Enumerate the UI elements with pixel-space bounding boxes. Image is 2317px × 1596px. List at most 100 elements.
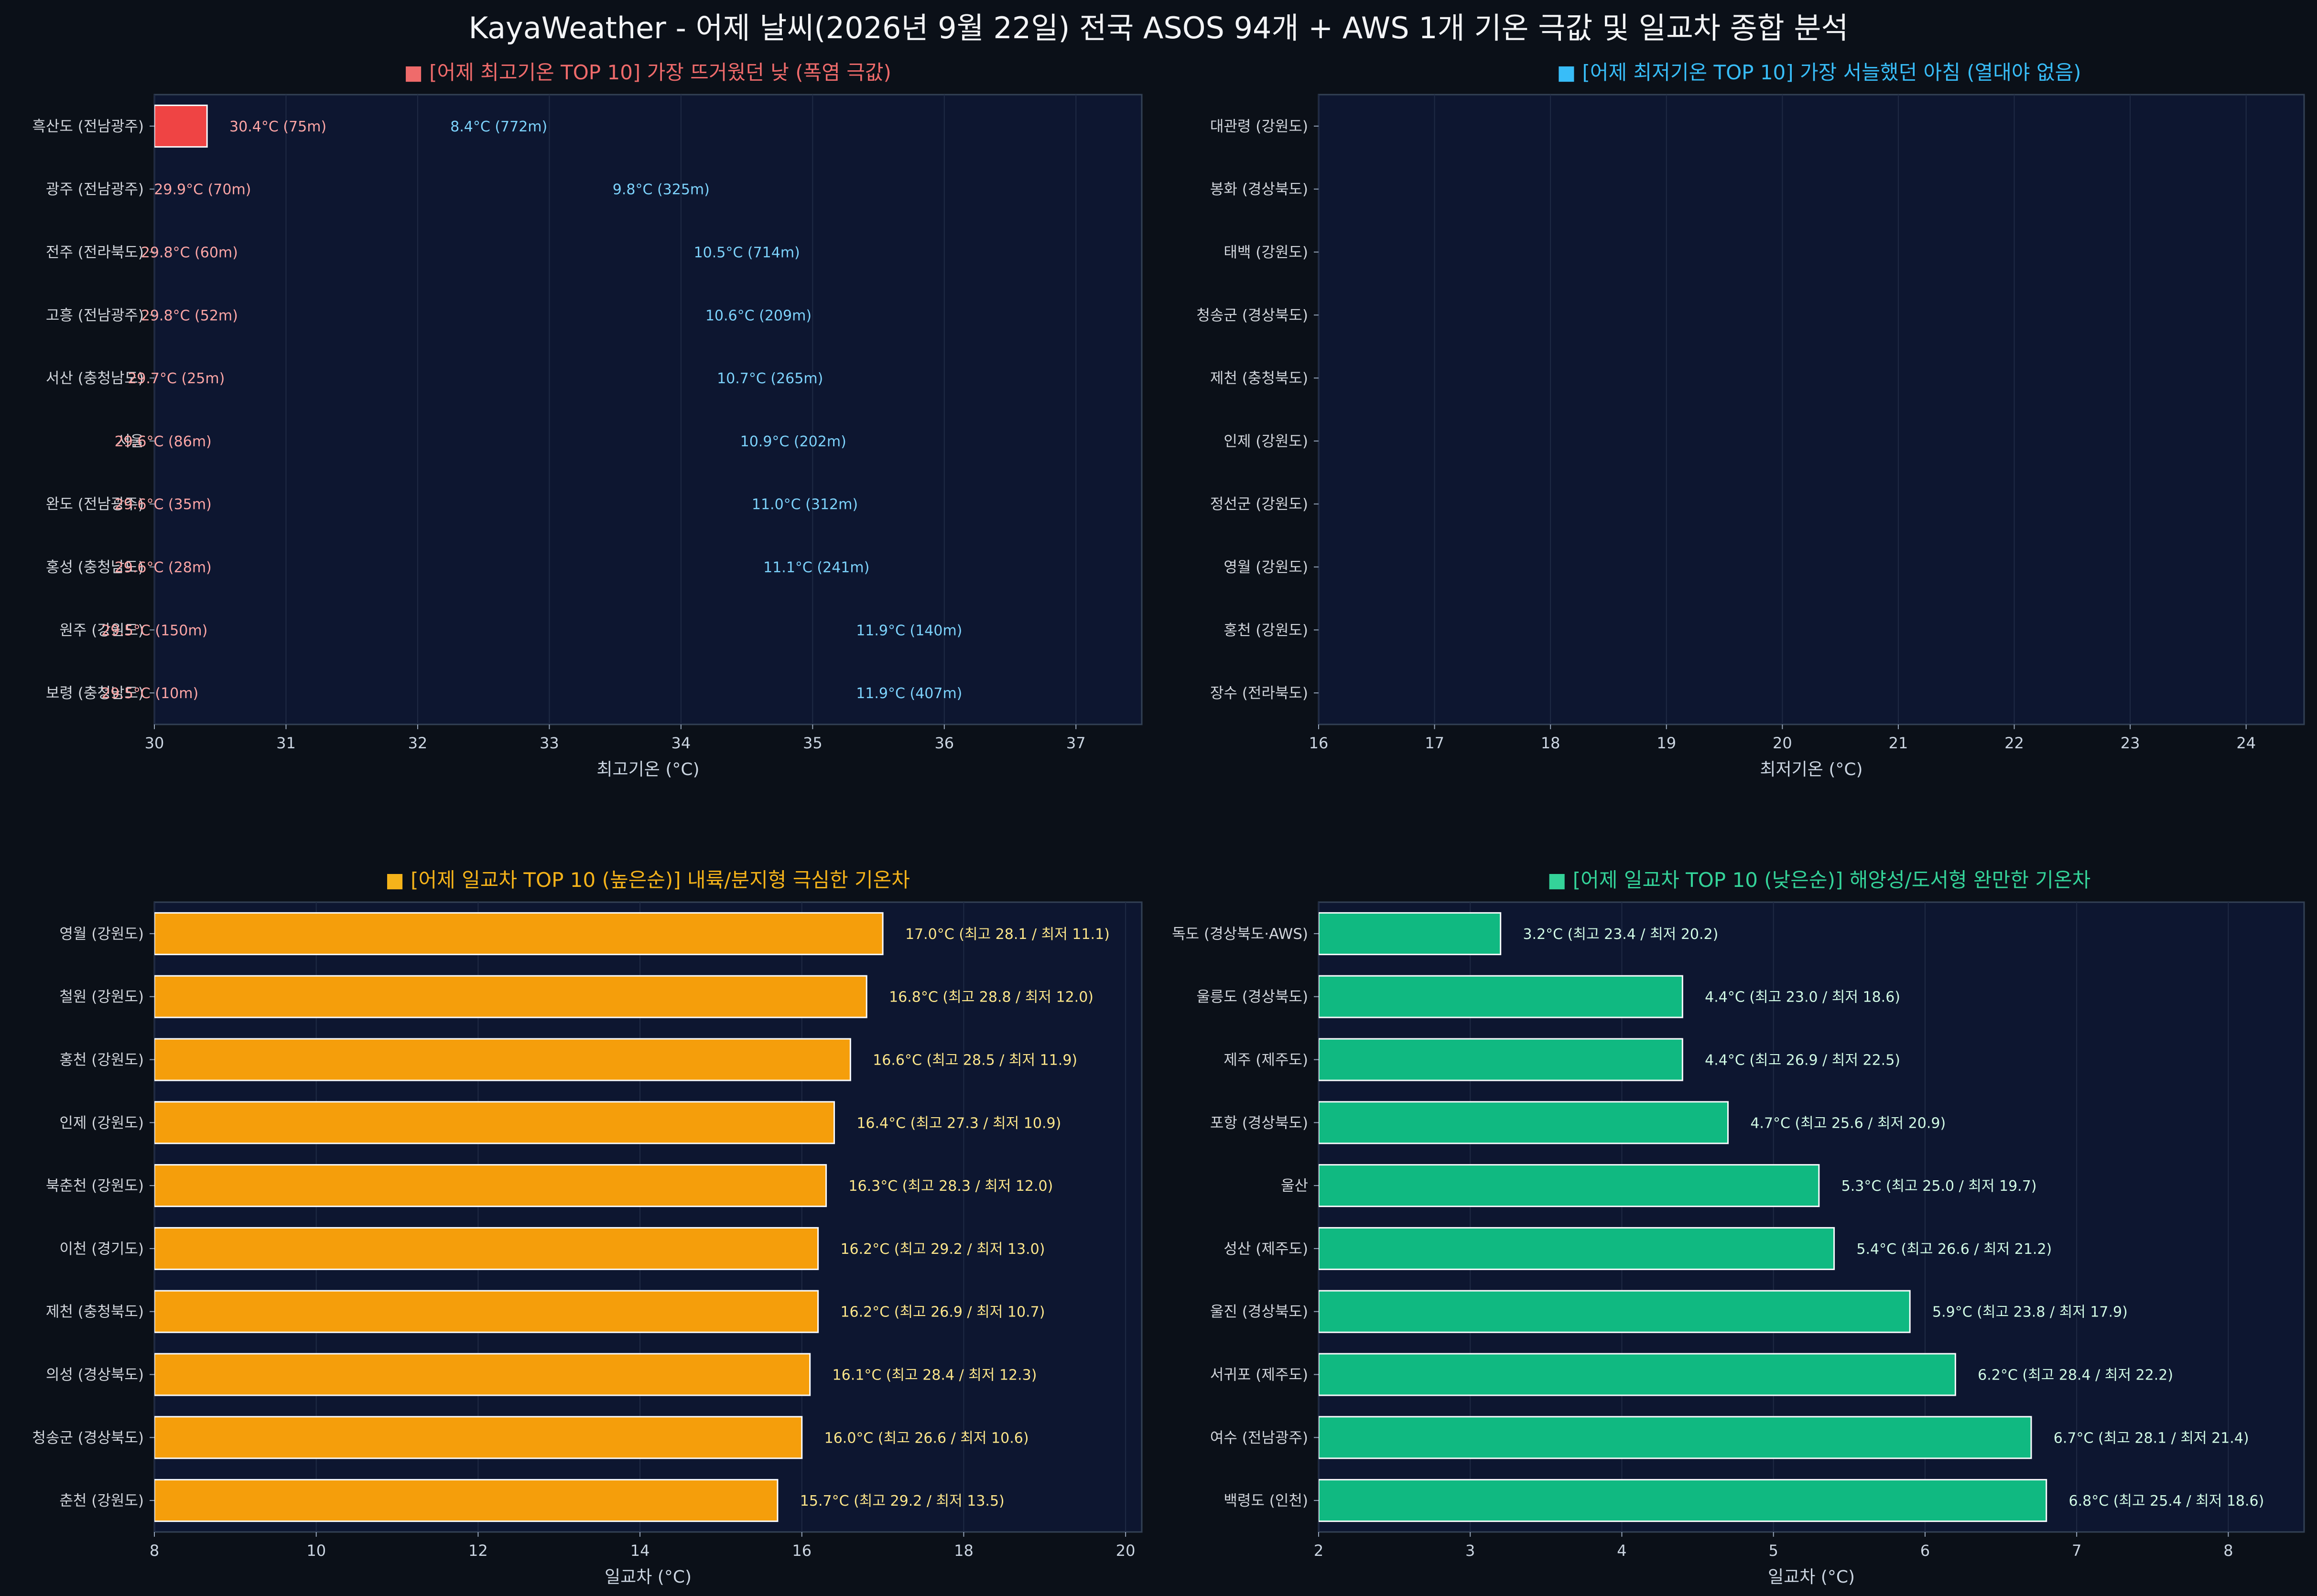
bar	[154, 1164, 827, 1208]
category-label: 광주 (전남광주)	[46, 181, 144, 198]
x-tick-label: 20	[1773, 734, 1792, 752]
data-label: 16.0°C (최고 26.6 / 최저 10.6)	[824, 1430, 1029, 1446]
category-label: 대관령 (강원도)	[1210, 118, 1308, 135]
category-label: 울진 (경상북도)	[1210, 1304, 1308, 1321]
data-label: 29.7°C (25m)	[128, 370, 225, 387]
x-tick-label: 18	[1541, 734, 1560, 752]
data-label: 8.4°C (772m)	[450, 119, 547, 135]
bar	[1319, 1101, 1729, 1144]
category-label: 독도 (경상북도·AWS)	[1172, 926, 1308, 943]
category-label: 정선군 (강원도)	[1210, 496, 1308, 513]
data-label: 6.7°C (최고 28.1 / 최저 21.4)	[2054, 1430, 2249, 1446]
data-label: 11.0°C (312m)	[752, 496, 858, 513]
category-label: 청송군 (경상북도)	[32, 1429, 144, 1446]
bars-group-range-high	[154, 912, 884, 1522]
chart-svg-range-low: 2 3 4 5 6 7 8 일교차 (°C) 독도 (경상북도·AWS) 3.2°C (최고 23…	[1172, 901, 2305, 1587]
bar	[1319, 1416, 2032, 1459]
x-tick-label: 19	[1657, 734, 1676, 752]
chart-svg-max-temp: 30 31 32 33 34 35 36 37 최고기온 (°C) 흑산도 (전남광주) 30.4°…	[32, 94, 1143, 779]
data-label: 10.6°C (209m)	[705, 307, 812, 324]
page-title: KayaWeather - 어제 날씨(2026년 9월 22일) 전국 ASO…	[468, 11, 1849, 45]
data-label: 11.9°C (407m)	[856, 685, 962, 702]
x-tick-label: 16	[792, 1542, 812, 1560]
bar	[1319, 975, 1683, 1018]
bar	[154, 104, 208, 148]
category-label: 청송군 (경상북도)	[1196, 307, 1308, 324]
x-tick-label: 5	[1769, 1542, 1778, 1560]
bar	[154, 1101, 835, 1144]
data-label: 29.6°C (86m)	[115, 433, 212, 450]
x-tick-label: 37	[1066, 734, 1086, 752]
x-tick-label: 14	[630, 1542, 650, 1560]
category-label: 영월 (강원도)	[59, 926, 144, 943]
x-tick-label: 20	[1116, 1542, 1136, 1560]
data-label: 15.7°C (최고 29.2 / 최저 13.5)	[800, 1493, 1005, 1510]
bar	[154, 1479, 779, 1522]
data-label: 29.8°C (60m)	[141, 245, 238, 261]
data-label: 10.9°C (202m)	[740, 433, 846, 450]
category-label: 서울	[117, 433, 144, 450]
category-label: 철원 (강원도)	[59, 989, 144, 1006]
bar	[154, 1290, 819, 1333]
x-tick-label: 8	[2223, 1542, 2233, 1560]
x-axis-label-min-temp: 최저기온 (°C)	[1760, 760, 1862, 779]
x-tick-label: 2	[1314, 1542, 1323, 1560]
category-label: 여수 (전남광주)	[1210, 1429, 1308, 1446]
data-label: 3.2°C (최고 23.4 / 최저 20.2)	[1523, 926, 1718, 943]
category-label: 영월 (강원도)	[1223, 559, 1308, 576]
category-label: 봉화 (경상북도)	[1210, 181, 1308, 198]
data-label: 6.2°C (최고 28.4 / 최저 22.2)	[1978, 1367, 2173, 1384]
category-label: 제천 (충청북도)	[1210, 370, 1308, 387]
bar	[1319, 1353, 1956, 1396]
category-label: 이천 (경기도)	[59, 1240, 144, 1258]
chart-title-range-high: ■ [어제 일교차 TOP 10 (높은순)] 내륙/분지형 극심한 기온차	[385, 868, 910, 892]
x-axis-label-range-high: 일교차 (°C)	[605, 1567, 692, 1587]
chart-title-min-temp: ■ [어제 최저기온 TOP 10] 가장 서늘했던 아침 (열대야 없음)	[1557, 61, 2081, 84]
category-label: 태백 (강원도)	[1223, 244, 1308, 261]
category-label: 제주 (제주도)	[1223, 1052, 1308, 1069]
category-label: 홍천 (강원도)	[1223, 622, 1308, 639]
data-label: 29.5°C (150m)	[101, 622, 207, 639]
data-label: 4.7°C (최고 25.6 / 최저 20.9)	[1750, 1115, 1946, 1132]
bar	[1319, 1164, 1820, 1208]
data-label: 29.6°C (35m)	[115, 496, 212, 513]
category-label: 고흥 (전남광주)	[46, 307, 144, 324]
x-tick-label: 18	[954, 1542, 974, 1560]
bar	[154, 912, 884, 955]
x-tick-label: 16	[1309, 734, 1329, 752]
x-tick-label: 6	[1920, 1542, 1930, 1560]
data-label: 11.1°C (241m)	[763, 560, 869, 576]
data-label: 16.6°C (최고 28.5 / 최저 11.9)	[873, 1052, 1077, 1069]
category-label: 울산	[1281, 1177, 1308, 1195]
data-label: 29.6°C (28m)	[115, 560, 212, 576]
plot-area-min-temp	[1318, 94, 2305, 725]
category-label: 홍천 (강원도)	[59, 1052, 144, 1069]
chart-svg-min-temp: 16 17 18 19 20 21 22 23 24 최저기온 (°C) 대관령 (강원도) 8.4°…	[450, 94, 2305, 779]
bars-group-max-temp	[154, 104, 208, 148]
bar	[1319, 1479, 2047, 1522]
x-tick-label: 35	[803, 734, 823, 752]
bars-group-range-low	[1319, 912, 2047, 1522]
bar	[154, 1038, 851, 1081]
bar	[154, 1416, 803, 1459]
x-tick-label: 23	[2121, 734, 2140, 752]
x-tick-label: 31	[276, 734, 296, 752]
data-label: 9.8°C (325m)	[613, 182, 710, 198]
x-tick-label: 34	[671, 734, 691, 752]
bar	[154, 1353, 811, 1396]
category-label: 제천 (충청북도)	[46, 1304, 144, 1321]
data-label: 29.5°C (10m)	[101, 685, 198, 702]
category-label: 울릉도 (경상북도)	[1196, 989, 1308, 1006]
data-label: 16.4°C (최고 27.3 / 최저 10.9)	[856, 1115, 1061, 1132]
category-label: 보령 (충청남도)	[46, 685, 144, 702]
data-label: 30.4°C (75m)	[229, 119, 326, 135]
category-label: 흑산도 (전남광주)	[32, 118, 144, 135]
data-label: 10.5°C (714m)	[694, 245, 800, 261]
x-tick-label: 30	[145, 734, 164, 752]
category-label: 인제 (강원도)	[1223, 433, 1308, 450]
chart-panel-range-high: ■ [어제 일교차 TOP 10 (높은순)] 내륙/분지형 극심한 기온차 8…	[0, 860, 1147, 1596]
data-label: 16.3°C (최고 28.3 / 최저 12.0)	[848, 1178, 1053, 1195]
data-label: 16.2°C (최고 26.9 / 최저 10.7)	[840, 1304, 1045, 1321]
chart-title-range-low: ■ [어제 일교차 TOP 10 (낮은순)] 해양성/도서형 완만한 기온차	[1547, 868, 2091, 892]
category-label: 전주 (전라북도)	[46, 244, 144, 261]
